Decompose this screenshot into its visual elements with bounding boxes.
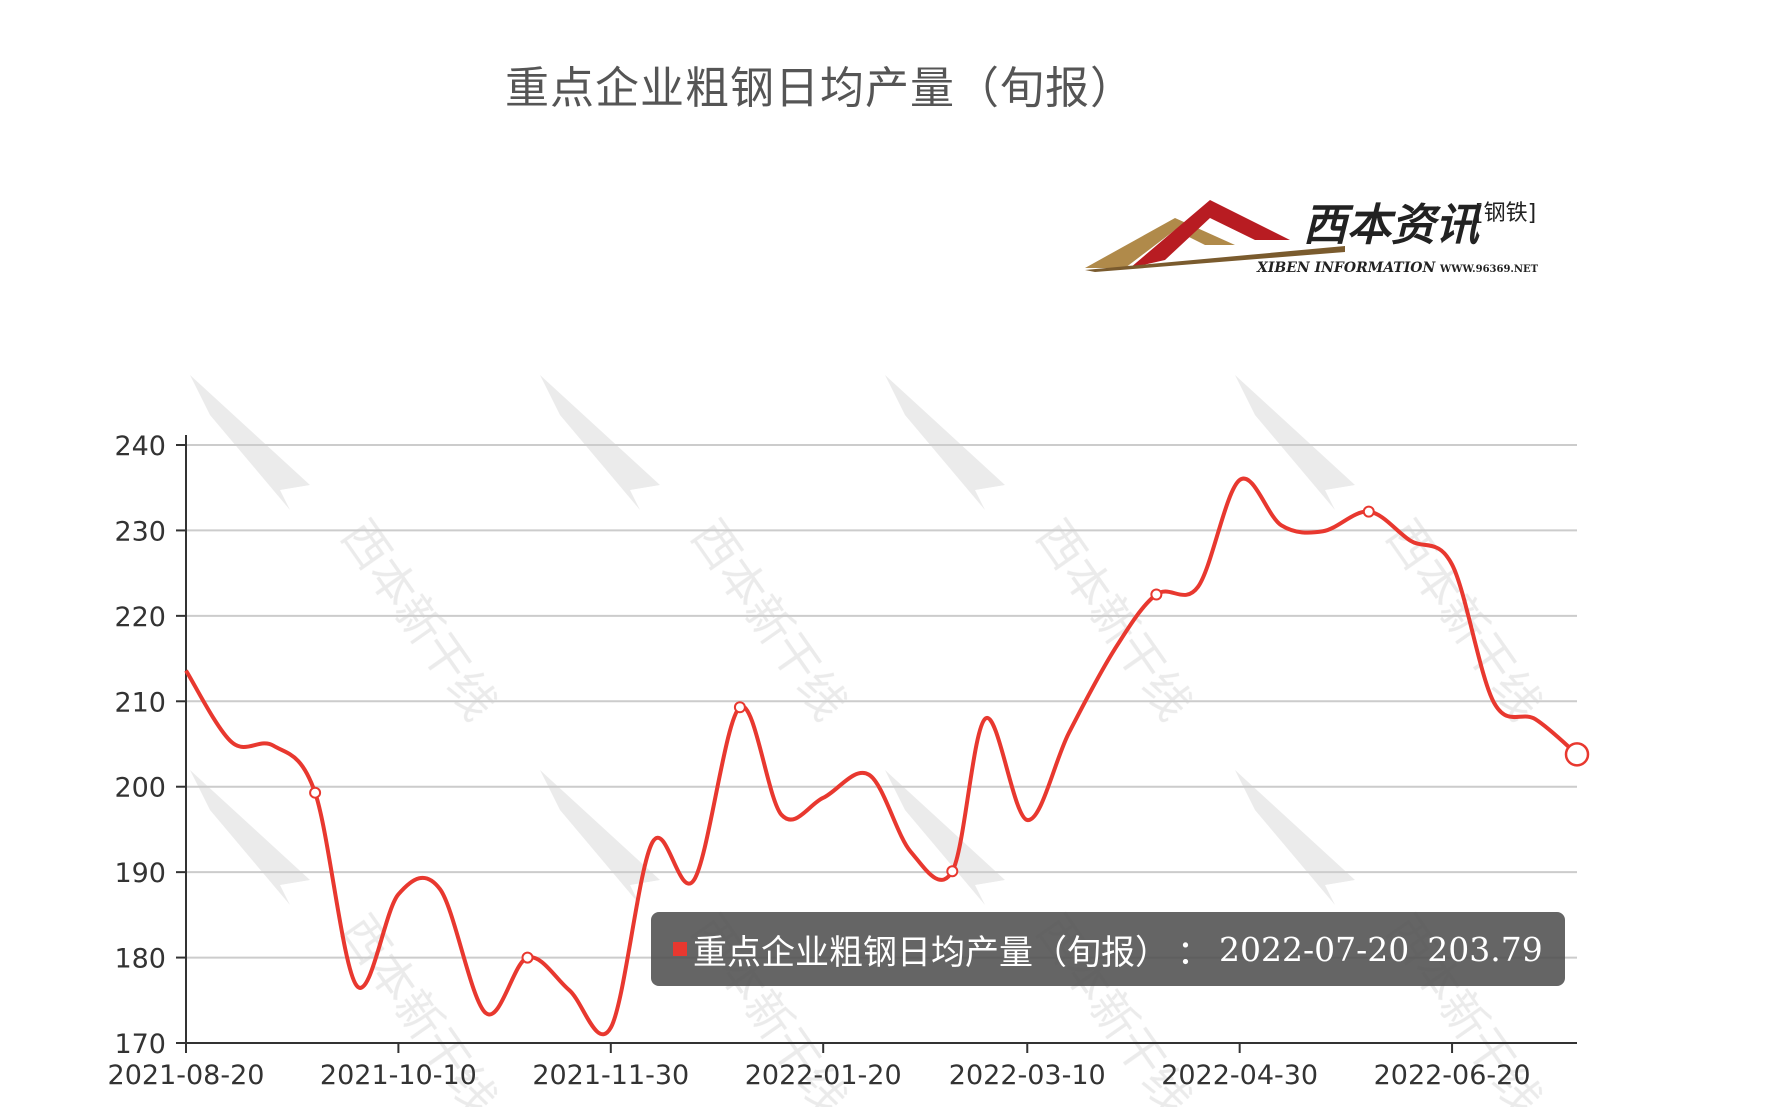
watermark-text: 西本新干线 xyxy=(681,510,857,729)
y-tick-label: 210 xyxy=(114,687,166,718)
y-tick-label: 180 xyxy=(114,944,166,975)
x-tick-label: 2022-06-20 xyxy=(1374,1060,1531,1091)
watermark: 西本新干线 xyxy=(885,375,1202,730)
watermark-mark xyxy=(1235,375,1355,510)
y-tick-label: 240 xyxy=(114,431,166,462)
tooltip-series-name: 重点企业粗钢日均产量（旬报） xyxy=(693,932,1169,973)
x-tick-label: 2022-04-30 xyxy=(1161,1060,1318,1091)
xiben-logo: 西本资讯 [钢铁] XIBEN INFORMATION WWW.96369.NE… xyxy=(1085,200,1539,276)
watermark-mark xyxy=(885,375,1005,510)
grid-layer xyxy=(186,444,1577,959)
watermark-text: 西本新干线 xyxy=(331,510,507,729)
watermark-text: 西本新干线 xyxy=(1376,510,1552,729)
data-point xyxy=(521,951,534,964)
tooltip-date: 2022-07-20 xyxy=(1219,929,1410,969)
chart-title: 重点企业粗钢日均产量（旬报） xyxy=(505,63,1135,114)
watermark-mark xyxy=(540,375,660,510)
watermark: 西本新干线 xyxy=(540,375,857,730)
x-tick-label: 2021-08-20 xyxy=(108,1060,265,1091)
logo-red-roof xyxy=(1130,200,1290,268)
data-point xyxy=(946,865,959,878)
y-tick-label: 190 xyxy=(114,858,166,889)
y-tick-label: 230 xyxy=(114,516,166,547)
watermark-mark xyxy=(1235,770,1355,905)
watermark-mark xyxy=(190,375,310,510)
highlighted-point xyxy=(1564,742,1590,767)
watermark: 西本新干线 xyxy=(1235,375,1552,730)
logo-brand-text: 西本资讯 xyxy=(1303,200,1482,251)
x-tick-label: 2021-10-10 xyxy=(320,1060,477,1091)
series-line xyxy=(184,476,1579,1037)
tooltip-value: 203.79 xyxy=(1427,929,1543,969)
data-point xyxy=(1150,588,1163,601)
data-point xyxy=(309,786,322,799)
tooltip-separator: ： xyxy=(1177,932,1211,973)
watermark-text: 西本新干线 xyxy=(1026,510,1202,729)
x-tick-label: 2022-01-20 xyxy=(745,1060,902,1091)
data-point xyxy=(733,701,746,714)
axes-layer: 170 180 190 200 210 220 230 240 2021-08-20 2021-1… xyxy=(108,431,1577,1091)
logo-english-text: XIBEN INFORMATION xyxy=(1256,260,1436,276)
y-tick-label: 170 xyxy=(114,1029,166,1060)
watermark-mark xyxy=(190,770,310,905)
tooltip: 重点企业粗钢日均产量（旬报） ： 2022-07-20 203.79 xyxy=(651,912,1565,986)
series-layer xyxy=(184,476,1590,1037)
x-tick-label: 2021-11-30 xyxy=(532,1060,689,1091)
x-tick-label: 2022-03-10 xyxy=(949,1060,1106,1091)
logo-gold-roof xyxy=(1085,218,1235,268)
watermark: 西本新干线 xyxy=(190,375,507,730)
logo-sub-text: [钢铁] xyxy=(1475,201,1536,226)
data-point xyxy=(1362,505,1375,518)
logo-underline xyxy=(1085,246,1345,272)
tooltip-series-marker xyxy=(673,942,687,956)
y-tick-label: 200 xyxy=(114,773,166,804)
logo-url-text: WWW.96369.NET xyxy=(1439,264,1539,275)
y-tick-label: 220 xyxy=(114,602,166,633)
